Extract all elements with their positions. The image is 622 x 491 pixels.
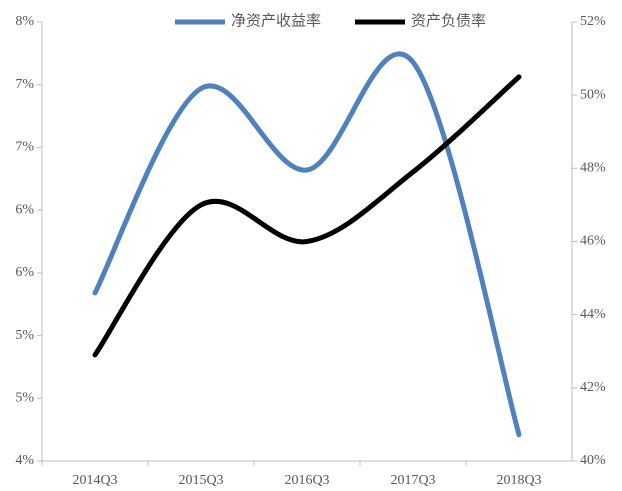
y2-tick-label: 52% (580, 14, 606, 29)
x-tick-label: 2014Q3 (72, 473, 117, 488)
y2-tick-label: 40% (580, 453, 606, 468)
series-line (92, 74, 522, 358)
y-tick-label: 7% (15, 140, 34, 155)
y-tick-label: 4% (15, 453, 34, 468)
y2-tick-label: 44% (580, 307, 606, 322)
y2-tick-label: 42% (580, 380, 606, 395)
y2-tick-label: 50% (580, 87, 606, 102)
y2-tick-label: 48% (580, 161, 606, 176)
series-line (92, 51, 522, 438)
y-tick-label: 5% (15, 328, 34, 343)
y-tick-label: 5% (15, 391, 34, 406)
y-tick-label: 6% (15, 202, 34, 217)
y-tick-label: 8% (15, 14, 34, 29)
y-tick-label: 7% (15, 77, 34, 92)
x-tick-label: 2015Q3 (178, 473, 223, 488)
x-tick-label: 2017Q3 (390, 473, 435, 488)
legend-label: 净资产收益率 (231, 12, 321, 29)
y-tick-label: 6% (15, 265, 34, 280)
legend-label: 资产负债率 (411, 12, 486, 29)
x-tick-label: 2016Q3 (284, 473, 329, 488)
y2-tick-label: 46% (580, 234, 606, 249)
x-tick-label: 2018Q3 (496, 473, 541, 488)
